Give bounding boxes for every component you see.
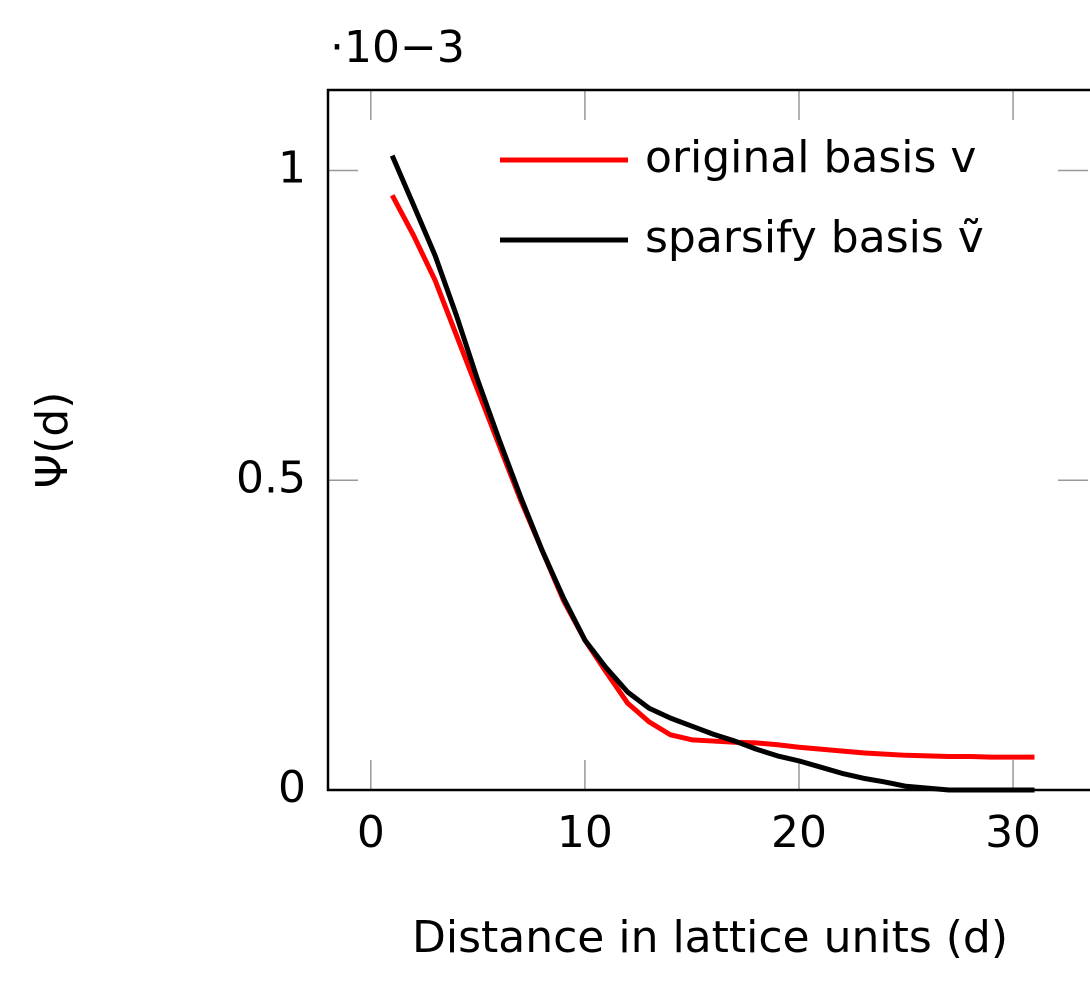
y-tick-label: 1 (278, 143, 306, 194)
y-axis-label: Ψ(d) (27, 392, 78, 489)
legend-label: original basis v (645, 132, 976, 183)
line-series (390, 194, 1035, 760)
plot-frame (326, 88, 1090, 792)
y-scale-label: ·10−3 (330, 22, 465, 73)
x-tick-label: 10 (557, 807, 613, 858)
x-tick-label: 20 (771, 807, 827, 858)
x-axis-label: Distance in lattice units (d) (412, 912, 1008, 963)
x-tick-label: 0 (357, 807, 385, 858)
legend-label: sparsify basis ṽ (645, 212, 984, 263)
line-series (389, 154, 1035, 793)
x-tick-label: 30 (985, 807, 1041, 858)
y-tick-label: 0 (278, 762, 306, 813)
y-tick-label: 0.5 (236, 452, 306, 503)
